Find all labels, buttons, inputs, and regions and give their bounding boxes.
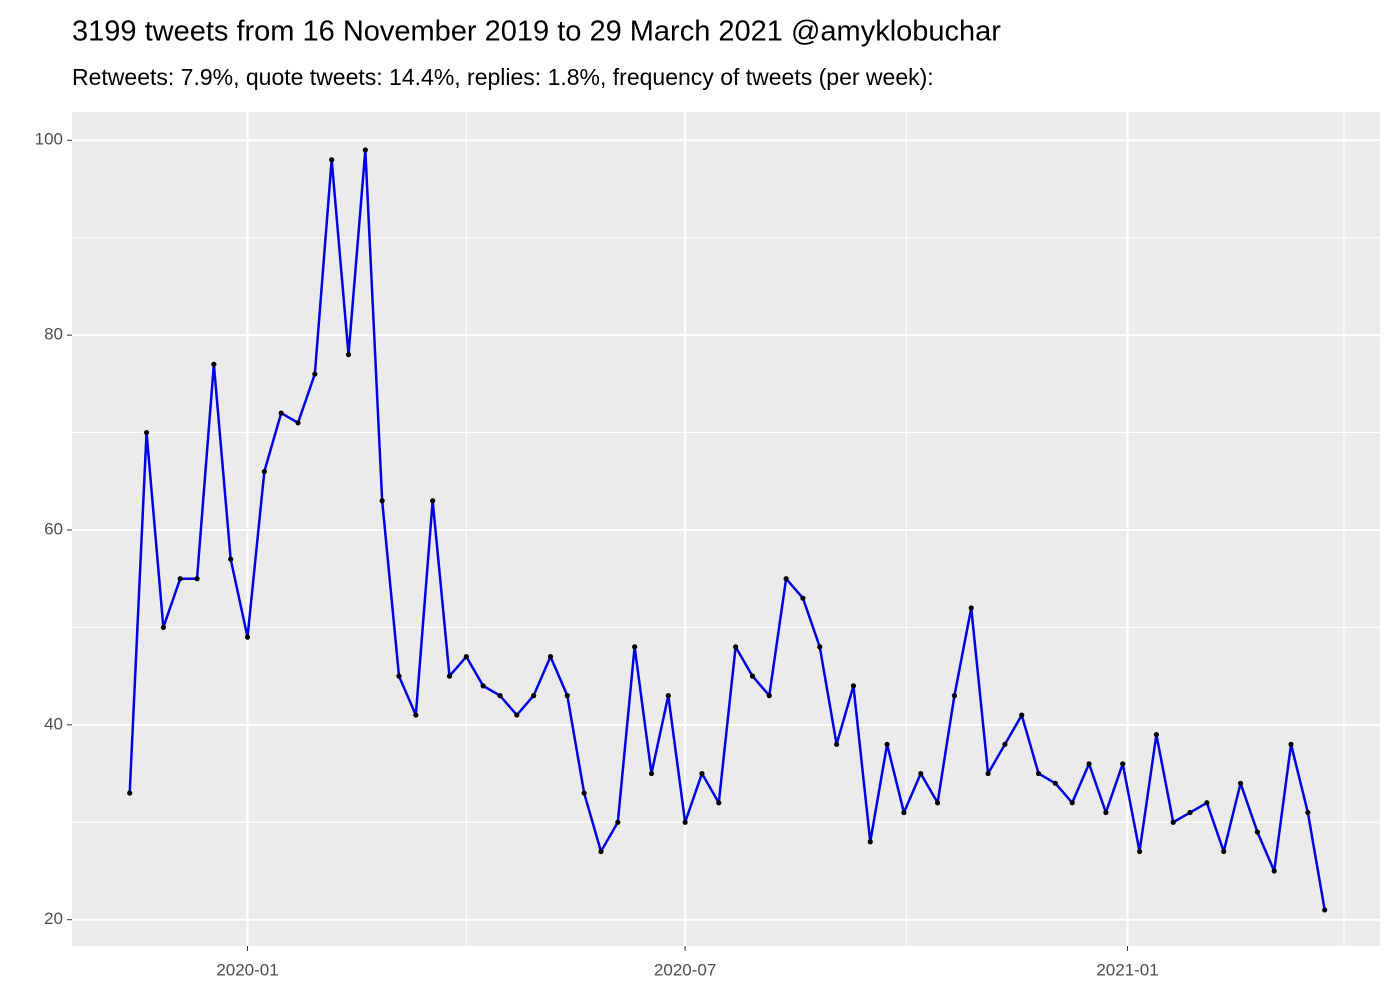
series-line xyxy=(128,148,1326,911)
data-point xyxy=(1170,819,1176,825)
data-point xyxy=(1019,712,1025,718)
data-point xyxy=(834,741,840,747)
x-tick-label: 2021-01 xyxy=(1096,960,1158,979)
data-point xyxy=(934,800,941,806)
data-point xyxy=(699,770,705,777)
data-point xyxy=(581,790,587,796)
data-point xyxy=(362,147,368,153)
data-point xyxy=(1069,800,1075,806)
data-point xyxy=(1120,761,1126,767)
data-point xyxy=(463,654,469,660)
data-point xyxy=(228,556,234,562)
data-point xyxy=(1035,770,1042,777)
data-point xyxy=(278,410,284,416)
data-point xyxy=(379,498,385,504)
data-point xyxy=(632,644,638,650)
data-point xyxy=(1254,829,1260,835)
data-point xyxy=(1153,731,1159,738)
data-point xyxy=(716,800,722,806)
data-point xyxy=(749,673,756,679)
data-point xyxy=(547,654,554,660)
data-point xyxy=(1052,780,1059,786)
data-point xyxy=(968,605,974,611)
data-point xyxy=(985,770,991,777)
data-point xyxy=(295,420,301,426)
data-point xyxy=(194,576,200,582)
data-point xyxy=(446,673,453,679)
y-tick-label: 100 xyxy=(35,130,63,149)
data-point xyxy=(598,848,604,855)
data-point xyxy=(951,693,958,699)
chart-subtitle: Retweets: 7.9%, quote tweets: 14.4%, rep… xyxy=(72,64,934,90)
data-point xyxy=(733,644,739,650)
data-point xyxy=(901,809,907,816)
y-tick-label: 60 xyxy=(44,519,63,538)
y-tick-label: 20 xyxy=(44,909,63,928)
data-point xyxy=(514,712,520,718)
data-point xyxy=(1103,809,1109,816)
data-point xyxy=(244,634,251,640)
data-point xyxy=(665,693,671,699)
data-point xyxy=(564,693,570,699)
x-tick-label: 2020-01 xyxy=(216,960,278,979)
data-point xyxy=(143,429,150,436)
data-point xyxy=(1237,780,1244,786)
data-point xyxy=(918,770,924,777)
data-point xyxy=(1086,761,1092,767)
data-point xyxy=(413,712,419,718)
data-point xyxy=(850,683,857,689)
data-point xyxy=(615,819,621,825)
data-point xyxy=(497,693,503,699)
data-point xyxy=(1288,741,1294,747)
data-point xyxy=(1271,868,1277,874)
data-point xyxy=(800,595,806,601)
data-point xyxy=(884,741,890,747)
data-point xyxy=(1305,809,1311,816)
data-point xyxy=(312,371,318,377)
data-point xyxy=(1221,848,1227,855)
y-tick-label: 80 xyxy=(44,325,63,344)
data-point xyxy=(682,819,688,825)
data-point xyxy=(1002,741,1008,747)
x-tick-label: 2020-07 xyxy=(654,960,716,979)
data-point xyxy=(396,673,402,679)
data-point xyxy=(817,644,823,650)
data-point xyxy=(1187,809,1193,816)
data-point xyxy=(345,352,352,358)
data-point xyxy=(783,576,789,582)
data-point xyxy=(766,693,772,699)
data-point xyxy=(867,839,873,845)
data-point xyxy=(1322,907,1328,913)
data-point xyxy=(160,624,166,631)
data-point xyxy=(211,361,217,367)
data-point xyxy=(1136,848,1143,855)
chart-title: 3199 tweets from 16 November 2019 to 29 … xyxy=(72,16,1001,48)
data-point xyxy=(430,498,436,504)
data-point xyxy=(531,693,537,699)
data-point xyxy=(1204,800,1210,806)
data-point xyxy=(177,576,183,582)
data-point xyxy=(329,157,335,163)
data-point xyxy=(480,683,486,689)
data-point xyxy=(648,770,655,777)
y-tick-label: 40 xyxy=(44,714,63,733)
data-point xyxy=(261,468,267,475)
data-point xyxy=(127,790,133,796)
